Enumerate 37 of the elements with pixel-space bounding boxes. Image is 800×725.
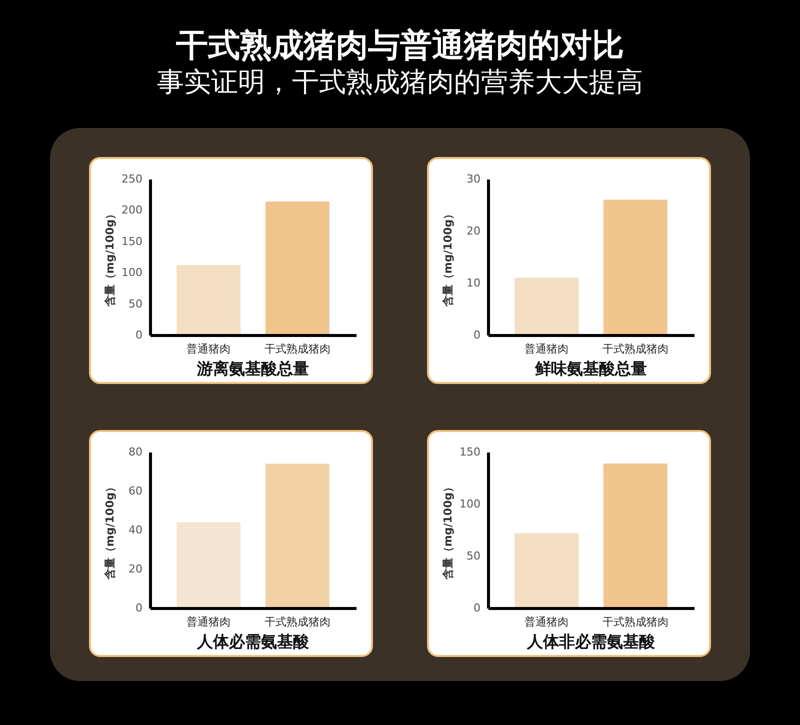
text: 鲜味氨基酸总量 (534, 359, 647, 378)
y-axis-title: 含量（mg/100g） (442, 208, 454, 308)
y-tick-label: 30 (466, 172, 480, 186)
y-tick-label: 200 (122, 204, 142, 217)
y-tick-label: 40 (128, 524, 142, 536)
x-tick-label: 普通猪肉 (186, 616, 231, 628)
y-tick-label: 10 (466, 276, 480, 290)
x-tick-label: 干式熟成猪肉 (264, 616, 330, 628)
y-tick-label: 50 (466, 550, 480, 562)
y-tick-label: 100 (122, 266, 142, 280)
y-tick-label: 50 (128, 297, 142, 310)
y-axis-title: 含量（mg/100g） (104, 208, 116, 308)
text: 游离氨基酸总量 (196, 359, 309, 378)
y-tick-label: 20 (466, 224, 480, 238)
x-tick-label: 普通猪肉 (524, 342, 569, 356)
x-tick-label: 干式熟成猪肉 (264, 342, 330, 356)
y-axis-title: 含量（mg/100g） (104, 481, 116, 581)
y-tick-label: 0 (136, 328, 142, 342)
y-tick-label: 250 (122, 172, 142, 186)
y-tick-label: 80 (128, 446, 142, 458)
y-tick-label: 0 (136, 602, 142, 614)
text: 事实证明，干式熟成猪肉的营养大大提高 (157, 67, 643, 98)
x-tick-label: 干式熟成猪肉 (602, 342, 668, 356)
y-axis-title: 含量（mg/100g） (442, 481, 454, 581)
x-tick-label: 普通猪肉 (524, 616, 569, 628)
text: 干式熟成猪肉与普通猪肉的对比 (175, 26, 624, 64)
text: 人体非必需氨基酸 (526, 632, 656, 651)
y-tick-label: 20 (128, 562, 142, 576)
y-tick-label: 0 (474, 602, 480, 614)
y-tick-label: 60 (128, 484, 142, 498)
text: 人体必需氨基酸 (196, 632, 310, 651)
x-tick-label: 干式熟成猪肉 (602, 616, 668, 628)
y-tick-label: 150 (460, 446, 480, 458)
y-tick-label: 0 (474, 328, 480, 342)
y-tick-label: 100 (460, 498, 480, 510)
x-tick-label: 普通猪肉 (186, 342, 231, 356)
y-tick-label: 150 (122, 234, 142, 248)
